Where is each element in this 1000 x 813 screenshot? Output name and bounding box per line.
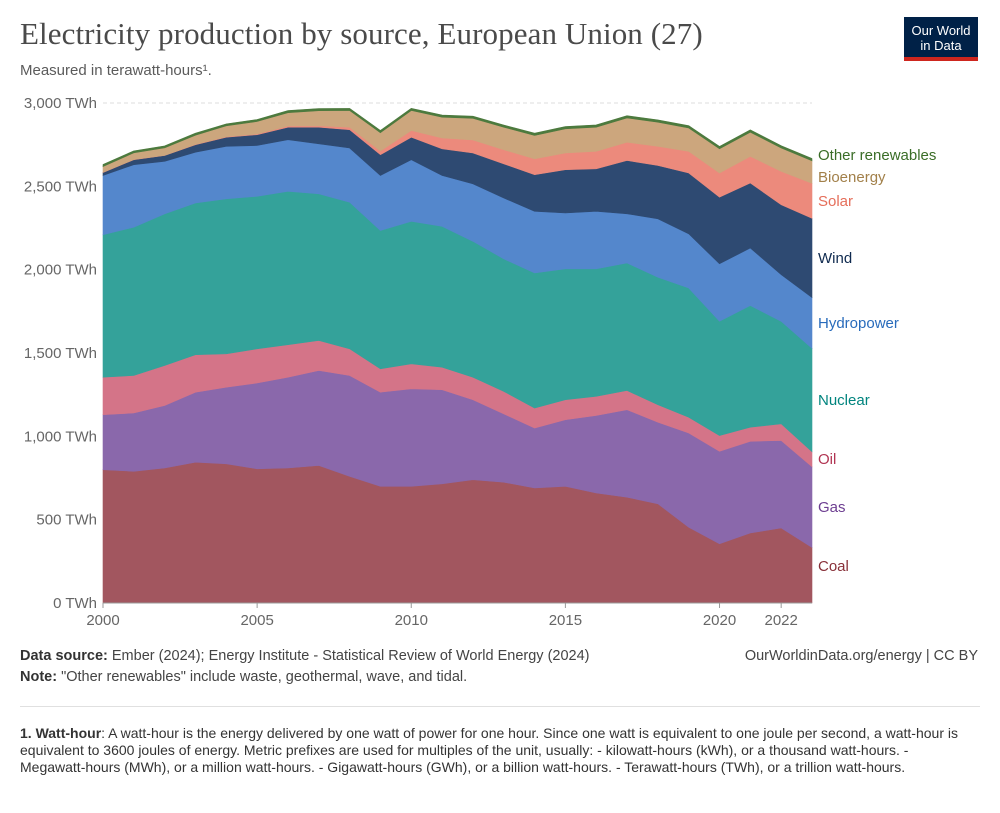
owid-logo[interactable]: Our World in Data	[904, 17, 978, 61]
series-label-other-renewables: Other renewables	[818, 147, 936, 164]
y-tick-label-1000: 1,000 TWh	[24, 428, 97, 445]
series-label-oil: Oil	[818, 451, 836, 468]
chart-subtitle: Measured in terawatt-hours¹.	[20, 62, 212, 79]
stacked-area-chart: 0 TWh 500 TWh 1,000 TWh 1,500 TWh 2,000 TWh 2…	[24, 95, 937, 629]
y-tick-label-500: 500 TWh	[36, 512, 97, 529]
chart-note: Note: "Other renewables" include waste, …	[20, 669, 467, 685]
note-label: Note:	[20, 669, 58, 685]
series-label-nuclear: Nuclear	[818, 392, 870, 409]
y-tick-label-3000: 3,000 TWh	[24, 95, 97, 112]
x-tick-label-2010: 2010	[395, 612, 428, 629]
footnote-label: 1. Watt-hour	[20, 725, 102, 741]
data-source-label: Data source:	[20, 648, 108, 664]
y-tick-label-2500: 2,500 TWh	[24, 178, 97, 195]
y-tick-label-2000: 2,000 TWh	[24, 262, 97, 279]
footer-divider	[20, 706, 980, 707]
series-label-gas: Gas	[818, 499, 846, 516]
source-url-link[interactable]: OurWorldinData.org/energy | CC BY	[744, 648, 978, 664]
footnote-text: : A watt-hour is the energy delivered by…	[20, 725, 958, 775]
x-tick-label-2020: 2020	[703, 612, 736, 629]
chart-title: Electricity production by source, Europe…	[20, 16, 703, 51]
series-label-bioenergy: Bioenergy	[818, 169, 886, 186]
x-tick-label-2000: 2000	[86, 612, 119, 629]
logo-line-2: in Data	[920, 38, 962, 53]
data-source: Data source: Ember (2024); Energy Instit…	[20, 648, 590, 664]
total-outline	[102, 108, 813, 166]
note-text: "Other renewables" include waste, geothe…	[61, 669, 468, 685]
y-tick-label-0: 0 TWh	[53, 595, 97, 612]
x-tick-label-2022: 2022	[764, 612, 797, 629]
x-tick-label-2015: 2015	[549, 612, 582, 629]
footnote: 1. Watt-hour: A watt-hour is the energy …	[20, 725, 970, 776]
x-tick-label-2005: 2005	[240, 612, 273, 629]
series-label-coal: Coal	[818, 558, 849, 575]
series-label-hydropower: Hydropower	[818, 315, 899, 332]
series-label-solar: Solar	[818, 193, 853, 210]
series-label-wind: Wind	[818, 250, 852, 267]
data-source-text[interactable]: Ember (2024); Energy Institute - Statist…	[111, 648, 590, 664]
logo-line-1: Our World	[911, 23, 971, 38]
y-tick-label-1500: 1,500 TWh	[24, 345, 97, 362]
